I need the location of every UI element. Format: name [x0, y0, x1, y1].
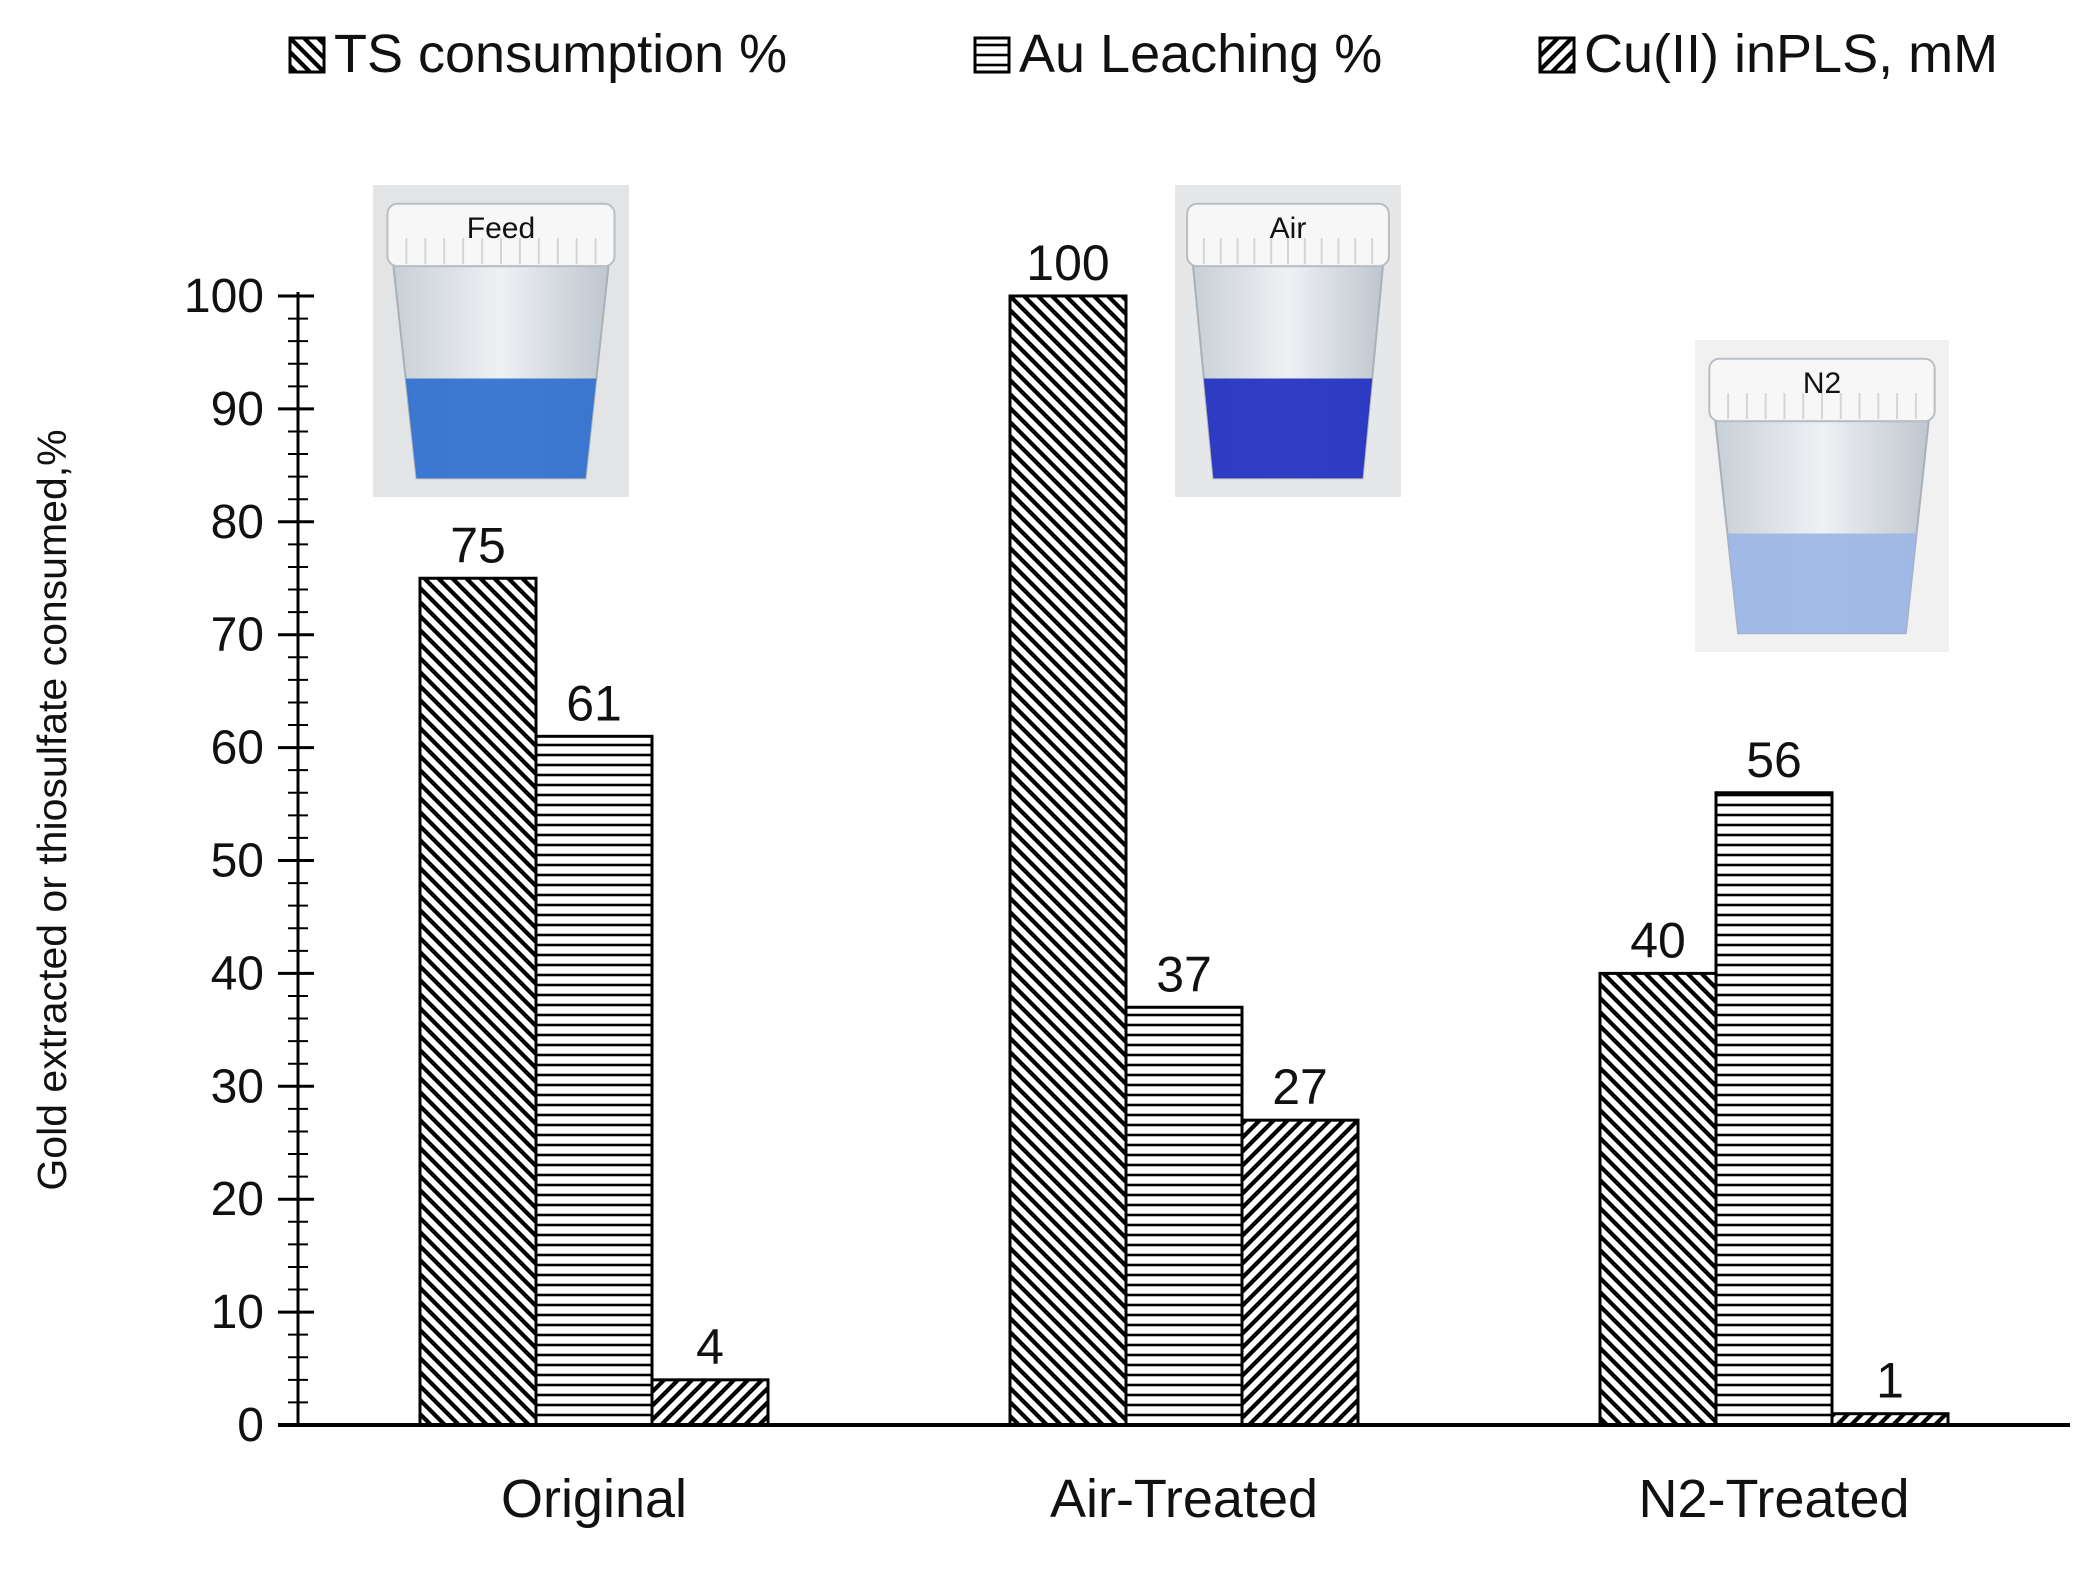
bar [1124, 1005, 1244, 1427]
y-tick-label: 90 [211, 383, 264, 436]
bars [418, 294, 1950, 1427]
bar [1714, 791, 1834, 1427]
y-tick-label: 30 [211, 1060, 264, 1113]
y-tick-label: 20 [211, 1173, 264, 1226]
bar [1240, 1118, 1360, 1427]
legend-item: Au Leaching % [973, 24, 1382, 84]
bar-data-label: 4 [696, 1319, 724, 1375]
x-category-label: N2-Treated [1638, 1469, 1909, 1529]
legend: TS consumption % Au Leaching % Cu(II) inPL… [288, 24, 1998, 84]
sample-photo: Feed [373, 185, 629, 497]
bar-data-label: 37 [1156, 946, 1212, 1002]
bar [1008, 294, 1128, 1427]
legend-swatch [973, 36, 1011, 74]
y-axis-label: Gold extracted or thiosulfate consumed,% [29, 429, 75, 1190]
photo-label: Feed [467, 212, 535, 245]
bar [418, 576, 538, 1427]
bar-data-label: 56 [1746, 732, 1802, 788]
x-category-label: Air-Treated [1050, 1469, 1318, 1529]
bar-data-label: 61 [566, 675, 622, 731]
bar-data-label: 40 [1630, 912, 1686, 968]
cup-liquid [1203, 378, 1373, 479]
photo-label: Air [1270, 212, 1307, 245]
bar [1598, 971, 1718, 1427]
y-tick-label: 80 [211, 496, 264, 549]
photo-insets: Feed Air N2 [373, 185, 1949, 652]
legend-item: Cu(II) inPLS, mM [1538, 24, 1998, 84]
legend-label: Cu(II) inPLS, mM [1584, 24, 1998, 84]
bar [650, 1378, 770, 1427]
y-tick-label: 100 [184, 270, 264, 323]
y-tick-label: 0 [237, 1399, 264, 1452]
x-category-label: Original [501, 1469, 687, 1529]
legend-swatch [1538, 36, 1576, 74]
bar-data-label: 27 [1272, 1059, 1328, 1115]
y-tick-label: 70 [211, 609, 264, 662]
y-tick-label: 40 [211, 947, 264, 1000]
cup-liquid [405, 378, 597, 479]
legend-label: Au Leaching % [1019, 24, 1382, 84]
bar [534, 734, 654, 1427]
legend-label: TS consumption % [334, 24, 787, 84]
y-tick-label: 50 [211, 835, 264, 888]
sample-photo: N2 [1695, 340, 1949, 652]
legend-item: TS consumption % [288, 24, 787, 84]
bar-data-label: 75 [450, 517, 506, 573]
bar-data-label: 100 [1026, 235, 1109, 291]
legend-swatch [288, 36, 326, 74]
y-tick-label: 10 [211, 1286, 264, 1339]
axes: 0 10 20 30 40 50 60 70 80 90 100 Original Air-Treate… [184, 270, 2070, 1529]
sample-photo: Air [1175, 185, 1401, 497]
cup-liquid [1727, 533, 1917, 634]
y-tick-label: 60 [211, 722, 264, 775]
data-labels: 75 100 40 61 37 56 4 27 1 [450, 235, 1904, 1409]
bar-data-label: 1 [1876, 1353, 1904, 1409]
photo-label: N2 [1803, 367, 1841, 400]
